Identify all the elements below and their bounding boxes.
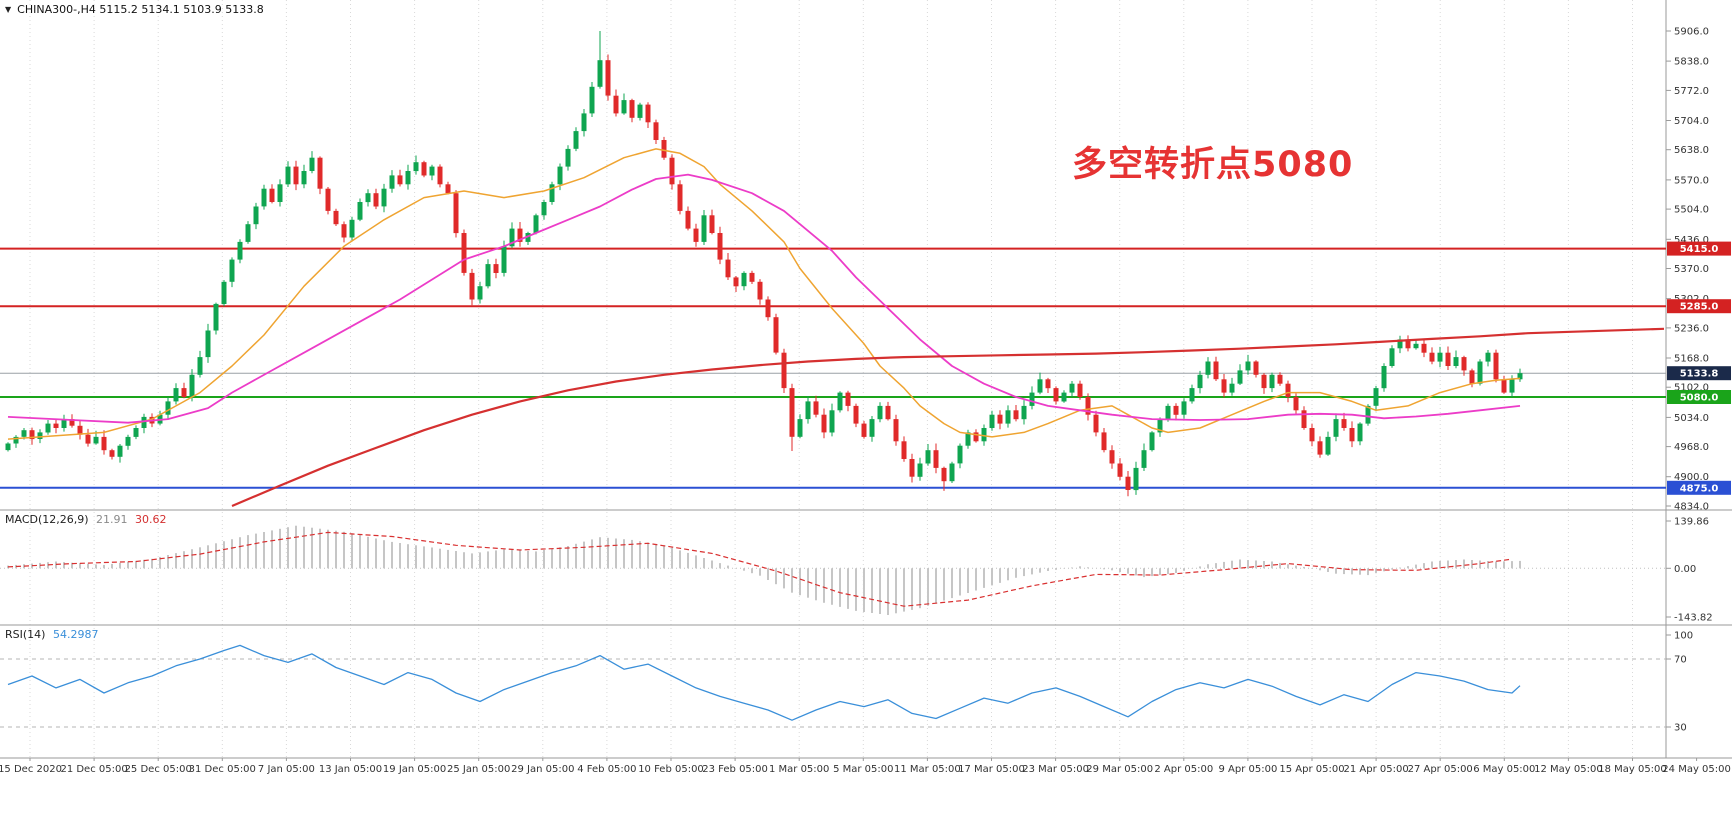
svg-text:2 Apr 05:00: 2 Apr 05:00 [1154, 764, 1213, 775]
svg-text:24 May 05:00: 24 May 05:00 [1662, 764, 1731, 775]
svg-text:18 May 05:00: 18 May 05:00 [1598, 764, 1667, 775]
price-axis-badges: 5415.0 5285.0 5080.0 4875.0 5133.8 [1667, 241, 1731, 495]
ma-mid-magenta [7, 173, 1521, 424]
symbol-dropdown-icon[interactable]: ▼ [5, 4, 12, 14]
svg-text:5504.0: 5504.0 [1674, 205, 1709, 216]
horizontal-level-lines[interactable] [0, 247, 1666, 489]
time-gridlines [29, 0, 1633, 758]
svg-text:4 Feb 05:00: 4 Feb 05:00 [577, 764, 636, 775]
svg-text:5133.8: 5133.8 [1680, 369, 1719, 380]
macd-indicator-label: MACD(12,26,9) 21.91 30.62 [5, 513, 167, 526]
macd-signal-value: 30.62 [135, 513, 167, 526]
svg-text:5772.0: 5772.0 [1674, 86, 1709, 97]
svg-text:29 Jan 05:00: 29 Jan 05:00 [511, 764, 574, 775]
macd-axis: 139.86 0.00 -143.82 [1666, 517, 1713, 624]
macd-main-value: 21.91 [96, 513, 128, 526]
svg-text:5704.0: 5704.0 [1674, 116, 1709, 127]
svg-text:5285.0: 5285.0 [1680, 302, 1719, 313]
chart-canvas[interactable]: 5906.0 5838.0 5772.0 5704.0 5638.0 5570.0 5504… [0, 0, 1732, 780]
svg-text:1 Mar 05:00: 1 Mar 05:00 [769, 764, 829, 775]
svg-text:5638.0: 5638.0 [1674, 145, 1709, 156]
svg-text:30: 30 [1674, 723, 1687, 734]
macd-histogram [7, 525, 1521, 615]
svg-text:5236.0: 5236.0 [1674, 323, 1709, 334]
svg-text:19 Jan 05:00: 19 Jan 05:00 [383, 764, 446, 775]
ma-slow-red [231, 327, 1665, 508]
macd-signal-line [7, 531, 1513, 607]
annotation-text: 多空转折点5080 [1072, 145, 1354, 185]
svg-text:4900.0: 4900.0 [1674, 472, 1709, 483]
svg-text:23 Feb 05:00: 23 Feb 05:00 [702, 764, 768, 775]
svg-text:7 Jan 05:00: 7 Jan 05:00 [258, 764, 315, 775]
symbol-info: ▼ CHINA300-,H4 5115.2 5134.1 5103.9 5133… [5, 3, 264, 16]
svg-text:5906.0: 5906.0 [1674, 27, 1709, 38]
svg-text:17 Mar 05:00: 17 Mar 05:00 [958, 764, 1025, 775]
macd-name: MACD(12,26,9) [5, 513, 89, 526]
svg-text:5102.0: 5102.0 [1674, 383, 1709, 394]
price-axis: 5906.0 5838.0 5772.0 5704.0 5638.0 5570.0 5504… [1666, 27, 1709, 513]
svg-text:13 Jan 05:00: 13 Jan 05:00 [319, 764, 382, 775]
svg-text:5080.0: 5080.0 [1680, 393, 1719, 404]
panel-separators [0, 0, 1732, 759]
rsi-axis: 100 70 30 [1666, 631, 1693, 734]
candlestick-series[interactable] [5, 31, 1523, 497]
svg-text:25 Jan 05:00: 25 Jan 05:00 [447, 764, 510, 775]
svg-text:11 Mar 05:00: 11 Mar 05:00 [894, 764, 961, 775]
ma-fast-orange [7, 148, 1521, 440]
rsi-level-lines [0, 658, 1666, 728]
svg-text:4968.0: 4968.0 [1674, 442, 1709, 453]
rsi-name: RSI(14) [5, 628, 46, 641]
svg-text:9 Apr 05:00: 9 Apr 05:00 [1218, 764, 1277, 775]
svg-text:0.00: 0.00 [1674, 564, 1696, 575]
svg-text:139.86: 139.86 [1674, 517, 1709, 528]
rsi-indicator-label: RSI(14) 54.2987 [5, 628, 98, 641]
svg-text:5436.0: 5436.0 [1674, 235, 1709, 246]
svg-text:15 Apr 05:00: 15 Apr 05:00 [1279, 764, 1344, 775]
svg-text:5168.0: 5168.0 [1674, 354, 1709, 365]
svg-text:5415.0: 5415.0 [1680, 244, 1719, 255]
svg-text:4834.0: 4834.0 [1674, 502, 1709, 513]
svg-text:5838.0: 5838.0 [1674, 57, 1709, 68]
rsi-value: 54.2987 [52, 628, 99, 641]
svg-text:23 Mar 05:00: 23 Mar 05:00 [1022, 764, 1089, 775]
svg-text:6 May 05:00: 6 May 05:00 [1473, 764, 1535, 775]
svg-text:25 Dec 05:00: 25 Dec 05:00 [125, 764, 192, 775]
svg-text:100: 100 [1674, 631, 1693, 642]
svg-text:70: 70 [1674, 655, 1687, 666]
svg-text:31 Dec 05:00: 31 Dec 05:00 [189, 764, 256, 775]
svg-text:5034.0: 5034.0 [1674, 413, 1709, 424]
svg-text:21 Apr 05:00: 21 Apr 05:00 [1343, 764, 1408, 775]
svg-text:10 Feb 05:00: 10 Feb 05:00 [638, 764, 704, 775]
svg-text:21 Dec 05:00: 21 Dec 05:00 [60, 764, 127, 775]
svg-text:15 Dec 2020: 15 Dec 2020 [0, 764, 62, 775]
symbol-ohlc-label: CHINA300-,H4 5115.2 5134.1 5103.9 5133.8 [17, 3, 264, 16]
svg-text:12 May 05:00: 12 May 05:00 [1534, 764, 1603, 775]
svg-text:29 Mar 05:00: 29 Mar 05:00 [1086, 764, 1153, 775]
svg-text:-143.82: -143.82 [1674, 613, 1713, 624]
svg-text:5 Mar 05:00: 5 Mar 05:00 [833, 764, 893, 775]
svg-text:27 Apr 05:00: 27 Apr 05:00 [1408, 764, 1473, 775]
svg-text:5370.0: 5370.0 [1674, 264, 1709, 275]
svg-text:5570.0: 5570.0 [1674, 175, 1709, 186]
rsi-line [7, 644, 1521, 721]
svg-text:4875.0: 4875.0 [1680, 483, 1719, 494]
